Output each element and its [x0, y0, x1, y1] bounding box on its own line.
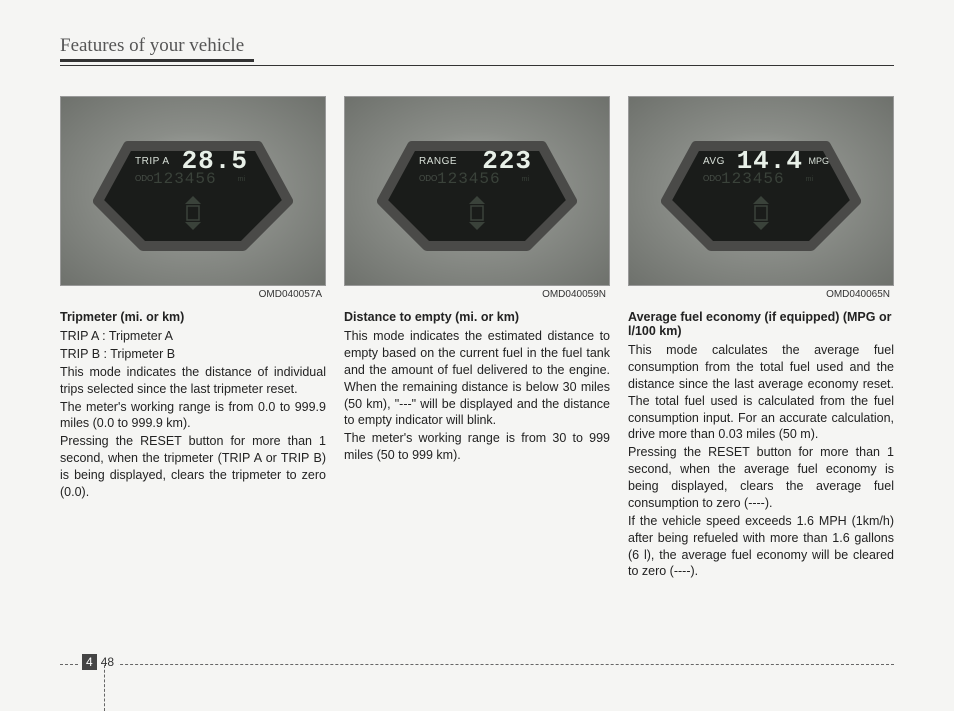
paragraph: TRIP A : Tripmeter A — [60, 328, 326, 345]
paragraph: This mode indicates the distance of indi… — [60, 364, 326, 398]
column-3: AVG 14.4 MPG ODO 123456 mi OMD040065N Av… — [628, 96, 894, 581]
image-caption: OMD040065N — [628, 289, 894, 300]
section-body: This mode indicates the estimated distan… — [344, 328, 610, 464]
paragraph: Pressing the RESET button for more than … — [60, 433, 326, 501]
odo-value: 123456 — [437, 170, 501, 188]
odo-label: ODO — [703, 174, 721, 183]
paragraph: This mode indicates the estimated distan… — [344, 328, 610, 429]
section-title: Distance to empty (mi. or km) — [344, 310, 610, 324]
paragraph: TRIP B : Tripmeter B — [60, 346, 326, 363]
content-columns: TRIP A 28.5 ODO 123456 mi OMD040057A Tri… — [60, 96, 894, 581]
image-caption: OMD040057A — [60, 289, 326, 300]
footer-divider — [104, 665, 105, 711]
gauge-image-avg: AVG 14.4 MPG ODO 123456 mi — [628, 96, 894, 286]
column-2: RANGE 223 ODO 123456 mi OMD040059N Dista… — [344, 96, 610, 581]
page-number-value: 48 — [101, 655, 114, 669]
gauge-unit: MPG — [808, 156, 829, 166]
gauge-image-tripmeter: TRIP A 28.5 ODO 123456 mi — [60, 96, 326, 286]
gauge-hexagon-icon — [377, 126, 577, 256]
section-title: Average fuel economy (if equipped) (MPG … — [628, 310, 894, 338]
odo-unit: mi — [522, 176, 529, 183]
section-body: TRIP A : Tripmeter A TRIP B : Tripmeter … — [60, 328, 326, 501]
paragraph: The meter's working range is from 0.0 to… — [60, 399, 326, 433]
paragraph: If the vehicle speed exceeds 1.6 MPH (1k… — [628, 513, 894, 581]
gauge-image-range: RANGE 223 ODO 123456 mi — [344, 96, 610, 286]
section-body: This mode calculates the average fuel co… — [628, 342, 894, 580]
image-caption: OMD040059N — [344, 289, 610, 300]
odo-label: ODO — [135, 174, 153, 183]
gear-indicator-icon — [179, 194, 207, 232]
gear-indicator-icon — [747, 194, 775, 232]
gear-indicator-icon — [463, 194, 491, 232]
column-1: TRIP A 28.5 ODO 123456 mi OMD040057A Tri… — [60, 96, 326, 581]
page-footer: 448 — [60, 664, 894, 665]
odo-unit: mi — [238, 176, 245, 183]
odo-value: 123456 — [153, 170, 217, 188]
section-title: Tripmeter (mi. or km) — [60, 310, 326, 324]
chapter-number: 4 — [82, 654, 97, 670]
page-number: 4 48 — [78, 655, 118, 669]
page-header: Features of your vehicle — [60, 35, 894, 66]
gauge-mode-label: RANGE — [419, 156, 457, 167]
gauge-mode-label: TRIP A — [135, 156, 170, 167]
odo-unit: mi — [806, 176, 813, 183]
odo-value: 123456 — [721, 170, 785, 188]
paragraph: The meter's working range is from 30 to … — [344, 430, 610, 464]
paragraph: This mode calculates the average fuel co… — [628, 342, 894, 443]
odo-label: ODO — [419, 174, 437, 183]
paragraph: Pressing the RESET button for more than … — [628, 444, 894, 512]
gauge-mode-label: AVG — [703, 156, 725, 167]
header-title: Features of your vehicle — [60, 35, 254, 62]
